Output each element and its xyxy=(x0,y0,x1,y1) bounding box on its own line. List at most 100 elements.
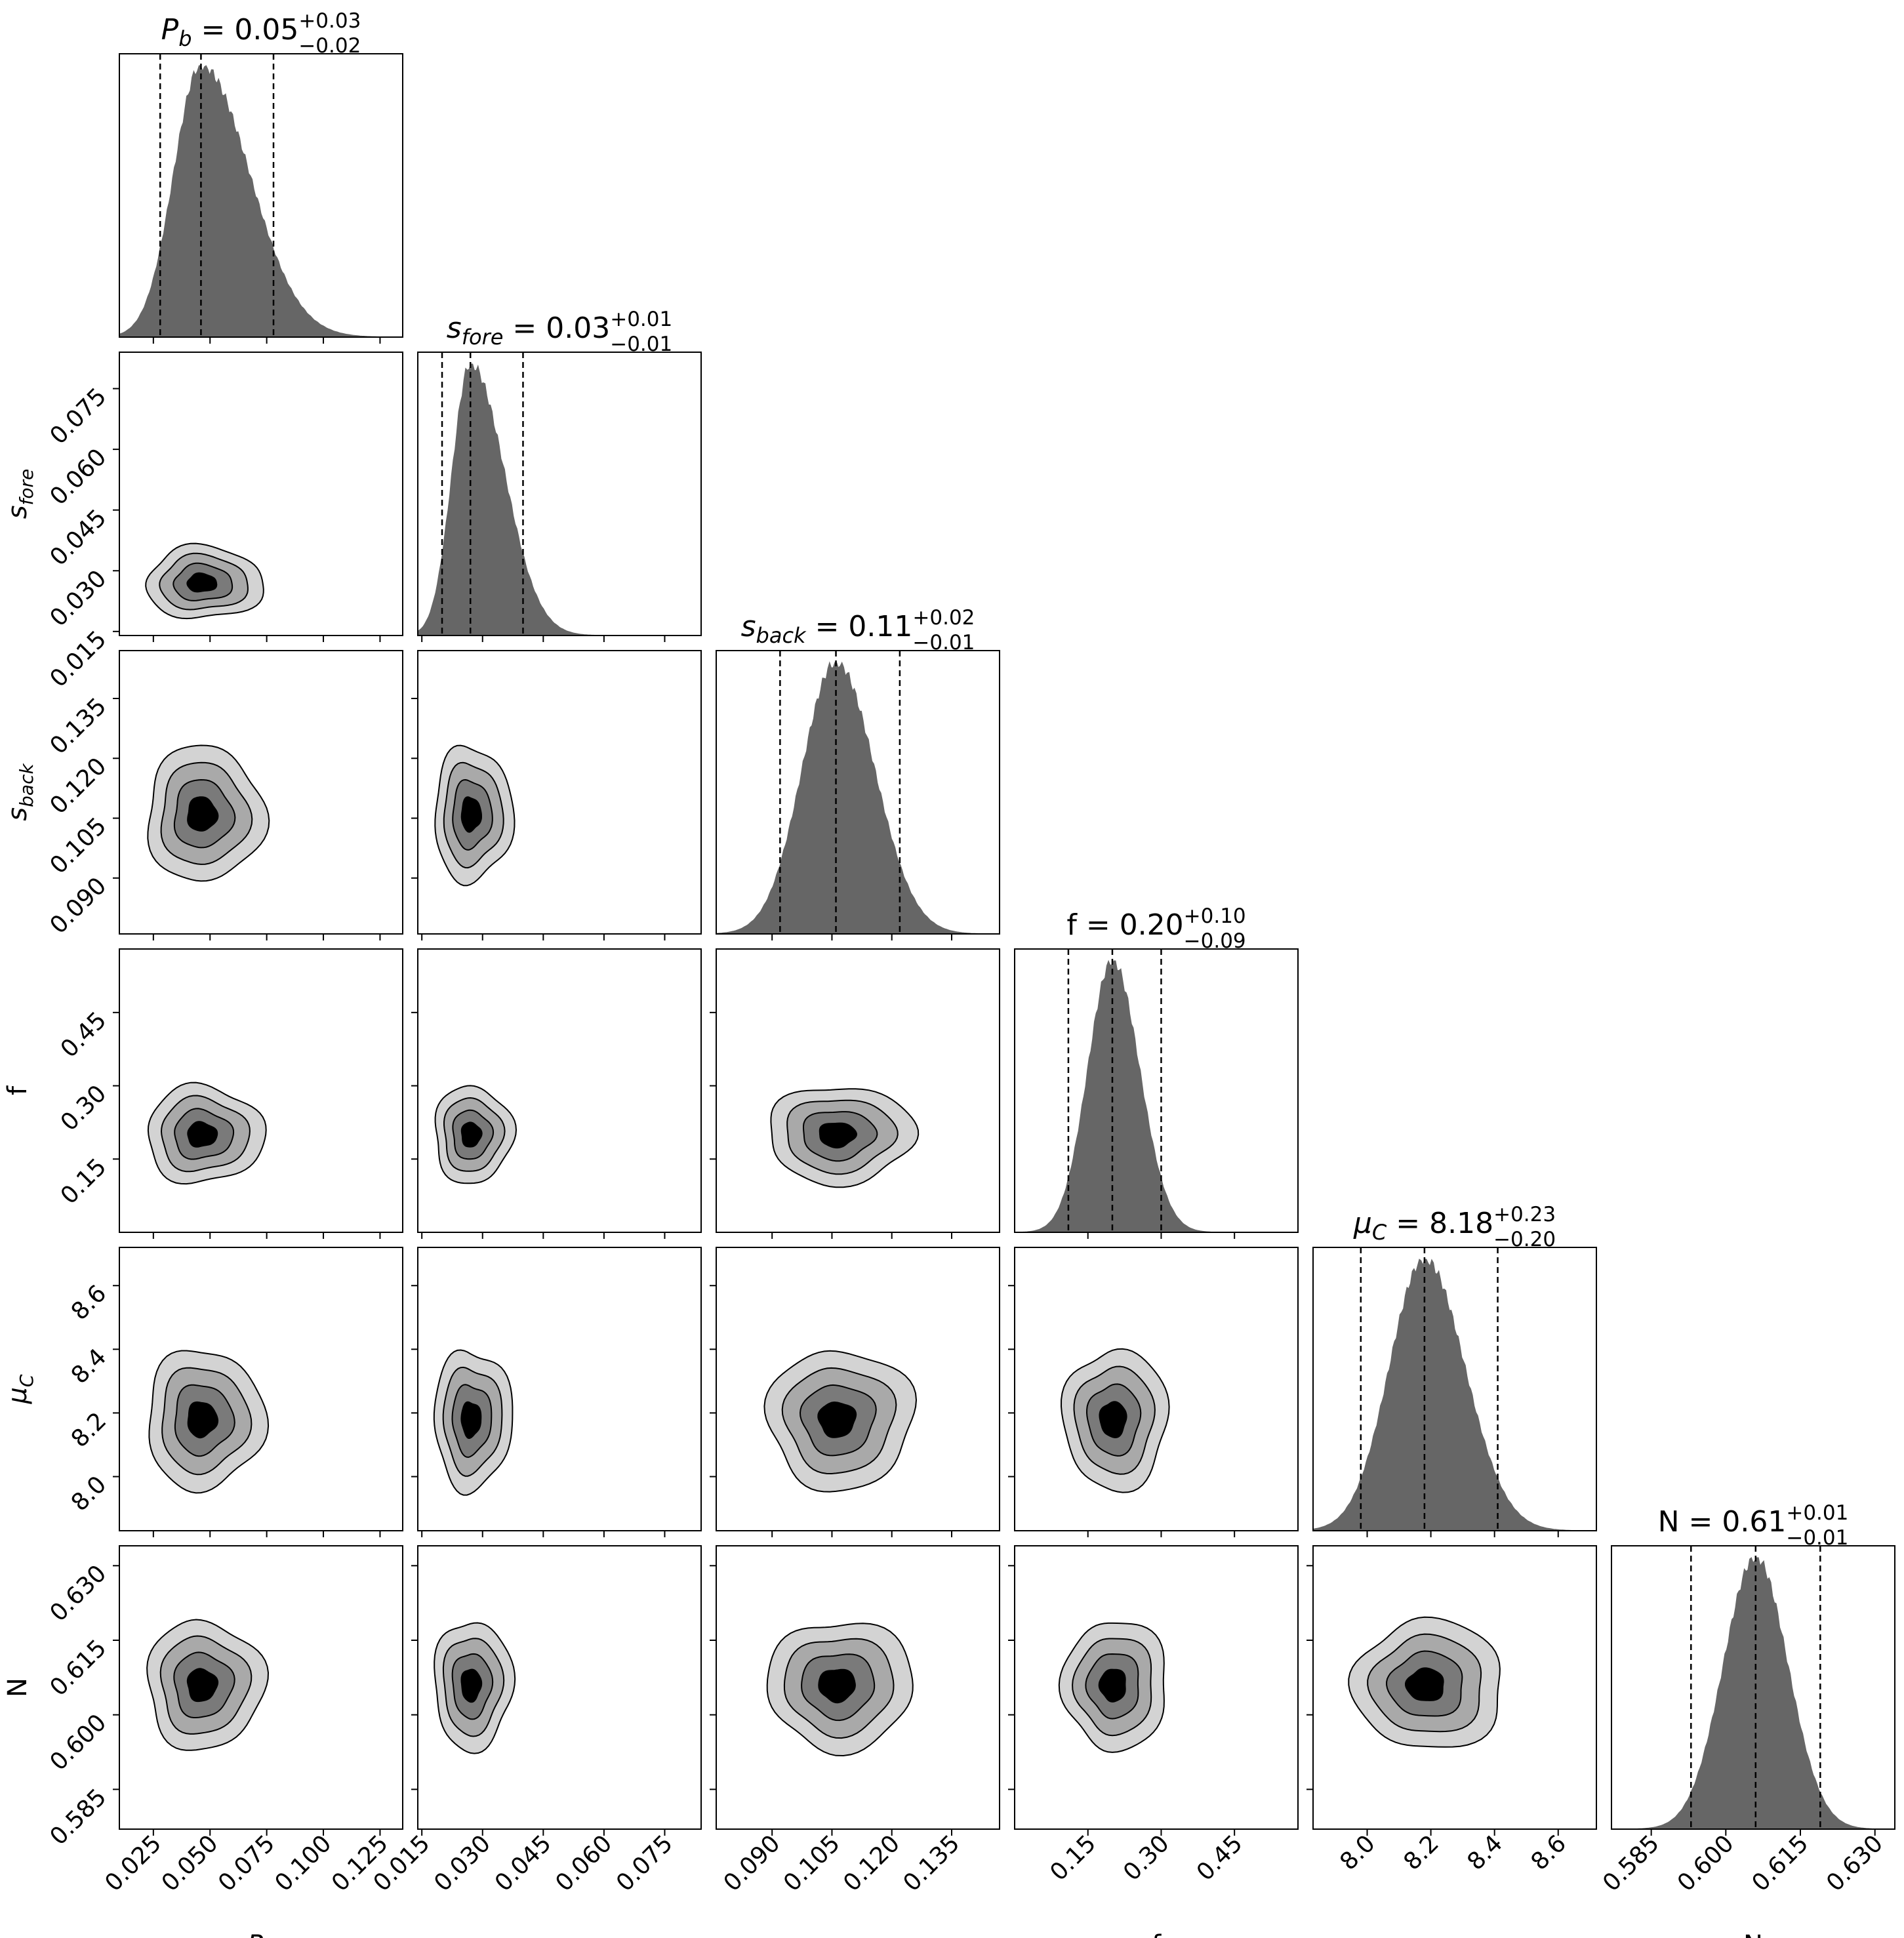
contour-level-1 xyxy=(819,1122,858,1149)
title-value: 0.05 xyxy=(234,13,298,47)
histogram-title-sfore: sfore = 0.03+0.01 xyxy=(447,308,672,350)
histogram-fill-sback xyxy=(716,661,1000,935)
contour-level-1 xyxy=(186,572,218,593)
histogram-title-Pb: Pb = 0.05+0.03 xyxy=(161,9,361,51)
title-param-symbol: s xyxy=(447,312,462,345)
ticks-Pb-Pb xyxy=(152,337,381,344)
y-axis-label-f: f xyxy=(3,1085,33,1095)
x-tick-label: 0.050 xyxy=(157,1830,224,1897)
contour-level-1 xyxy=(460,1668,483,1703)
x-tick-label: 0.075 xyxy=(611,1830,678,1897)
panel-frame xyxy=(1014,1545,1299,1830)
x-tick-label: 0.060 xyxy=(550,1830,617,1897)
title-plus: +0.03 xyxy=(298,9,361,33)
panel-frame xyxy=(417,948,702,1233)
y-tick-label: 8.4 xyxy=(66,1344,111,1389)
panel-frame xyxy=(716,650,1000,935)
ticks-f-sfore xyxy=(411,1011,666,1239)
title-minus-f: −0.09 xyxy=(1184,929,1246,953)
title-param-symbol: s xyxy=(741,610,756,643)
x-axis-label-sback: sback xyxy=(829,1930,887,1938)
x-tick-label: 0.030 xyxy=(429,1830,496,1897)
y-tick-label: 0.015 xyxy=(45,626,111,693)
title-plus: +0.02 xyxy=(912,606,975,630)
histogram-fill-f xyxy=(1014,959,1298,1233)
x-tick-label: 0.30 xyxy=(1118,1830,1175,1886)
x-tick-label: 0.045 xyxy=(490,1830,557,1897)
y-tick-label: 0.630 xyxy=(45,1560,111,1627)
title-value: 8.18 xyxy=(1429,1207,1493,1240)
ticks-sback-sback xyxy=(771,934,952,940)
contour-level-1 xyxy=(460,1121,483,1148)
x-tick-label: 0.075 xyxy=(213,1830,280,1897)
x-tick-label: 8.6 xyxy=(1526,1830,1571,1875)
x-axis-f: 0.15 0.30 0.45 f xyxy=(1045,1830,1247,1938)
ticks-N-N xyxy=(1650,1829,1876,1836)
histogram-fill-N xyxy=(1611,1557,1895,1830)
x-tick-label: 0.135 xyxy=(898,1830,965,1897)
y-tick-label: 0.585 xyxy=(45,1784,111,1851)
contour-level-1 xyxy=(187,796,219,832)
y-tick-label: 0.045 xyxy=(45,504,111,571)
contour-panel-N-vs-muC xyxy=(1312,1545,1597,1830)
title-plus: +0.01 xyxy=(1786,1501,1848,1525)
y-tick-label: 8.6 xyxy=(66,1280,111,1325)
y-tick-label: 0.090 xyxy=(45,872,111,939)
x-axis-label-Pb: Pb xyxy=(247,1930,275,1938)
ticks-f-sback xyxy=(710,1011,952,1239)
contour-level-1 xyxy=(187,1121,218,1148)
histogram-fill-Pb xyxy=(119,65,403,338)
contour-level-1 xyxy=(1098,1668,1126,1703)
histogram-title-muC: μC = 8.18+0.23 xyxy=(1353,1203,1556,1245)
y-tick-label: 0.105 xyxy=(45,813,111,879)
title-param-subscript: fore xyxy=(462,325,504,350)
panel-frame xyxy=(1014,948,1299,1233)
contour-panel-sback-vs-sfore xyxy=(417,650,702,935)
contour-panel-N-vs-f xyxy=(1014,1545,1299,1830)
title-value: 0.03 xyxy=(546,312,610,345)
contour-panel-sback-vs-Pb xyxy=(119,650,403,935)
ticks-muC-muC xyxy=(1366,1531,1559,1537)
ticks-sfore-Pb xyxy=(113,388,381,642)
panel-frame xyxy=(119,1247,403,1531)
panel-frame xyxy=(1611,1545,1895,1830)
ticks-sback-sfore xyxy=(411,698,666,940)
ticks-N-Pb xyxy=(113,1565,381,1836)
panel-frame xyxy=(1312,1247,1597,1531)
panel-frame xyxy=(119,948,403,1233)
y-tick-label: 0.120 xyxy=(45,753,111,820)
y-tick-label: 0.060 xyxy=(45,443,111,510)
histogram-title-f: f = 0.20+0.10 xyxy=(1066,904,1246,942)
histogram-panel-muC: μC = 8.18+0.23−0.20 xyxy=(1312,1203,1597,1531)
histogram-fill-muC xyxy=(1312,1259,1597,1531)
y-axis-muC: 8.0 8.2 8.4 8.6 μC xyxy=(3,1280,111,1517)
x-tick-label: 0.630 xyxy=(1821,1830,1888,1897)
title-minus-sfore: −0.01 xyxy=(610,333,672,356)
y-tick-label: 0.600 xyxy=(45,1709,111,1776)
title-minus-Pb: −0.02 xyxy=(298,34,361,58)
title-minus-N: −0.01 xyxy=(1786,1526,1848,1550)
x-tick-label: 0.600 xyxy=(1672,1830,1739,1897)
contour-panel-muC-vs-f xyxy=(1014,1247,1299,1531)
contour-panel-muC-vs-sback xyxy=(716,1247,1000,1531)
ticks-muC-sback xyxy=(710,1285,952,1537)
contour-panel-muC-vs-sfore xyxy=(417,1247,702,1531)
contour-level-1 xyxy=(818,1668,856,1704)
histogram-title-N: N = 0.61+0.01 xyxy=(1658,1501,1849,1539)
title-plus: +0.01 xyxy=(610,308,672,331)
x-tick-label: 8.4 xyxy=(1463,1830,1508,1875)
contour-panel-muC-vs-Pb xyxy=(119,1247,403,1531)
contour-level-1 xyxy=(187,1401,219,1439)
panel-frame xyxy=(417,352,702,636)
contour-level-1 xyxy=(1405,1667,1444,1701)
y-axis-N: 0.585 0.600 0.615 0.630 N xyxy=(3,1560,111,1851)
title-param-symbol: P xyxy=(161,13,179,47)
ticks-muC-Pb xyxy=(113,1285,381,1537)
title-minus-muC: −0.20 xyxy=(1493,1228,1556,1251)
title-param-subscript: C xyxy=(1372,1220,1387,1245)
x-tick-label: 0.105 xyxy=(779,1830,845,1897)
